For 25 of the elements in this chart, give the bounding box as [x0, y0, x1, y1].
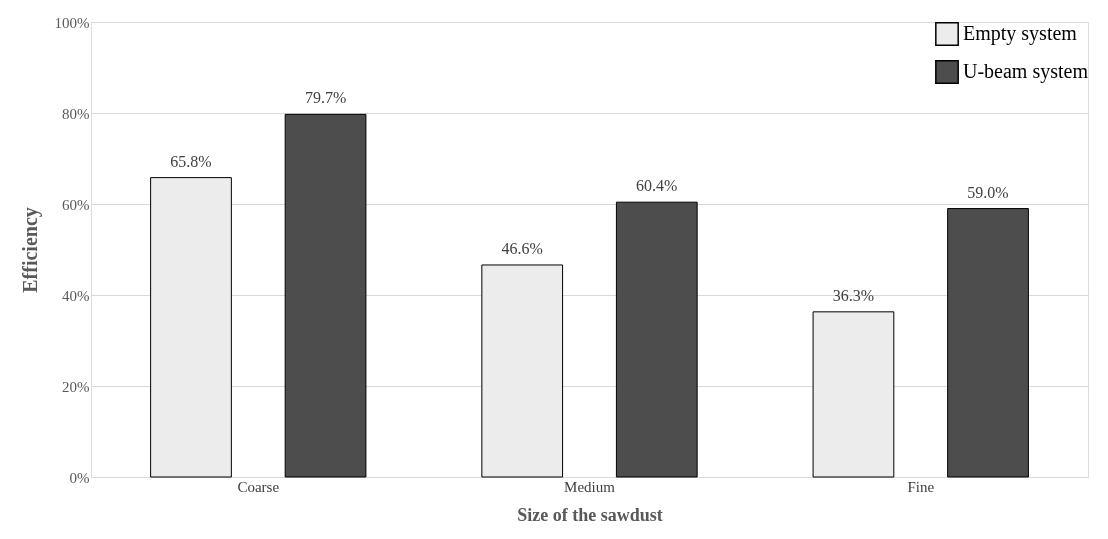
bar [481, 264, 564, 478]
legend-label: Empty system [963, 22, 1078, 45]
bar [150, 177, 232, 478]
y-tick-label: 40% [62, 287, 90, 304]
data-label: 36.3% [832, 286, 875, 304]
data-label: 65.8% [170, 152, 212, 170]
bar [947, 208, 1029, 478]
y-tick-label: 80% [62, 105, 90, 122]
data-label: 79.7% [304, 89, 347, 107]
x-tick-label: Fine [907, 478, 935, 495]
legend-label: U-beam system [963, 60, 1089, 83]
bar [615, 201, 698, 478]
y-tick-label: 20% [62, 378, 90, 395]
data-label: 46.6% [501, 239, 543, 257]
y-tick-label: 100% [54, 14, 90, 31]
x-tick-label: Coarse [237, 478, 280, 495]
y-axis-title: Efficiency [18, 207, 42, 293]
bar [812, 311, 895, 478]
y-tick-label: 0% [69, 469, 90, 486]
data-label: 60.4% [636, 177, 678, 195]
y-tick-label: 60% [62, 196, 90, 213]
bar [284, 113, 367, 478]
x-axis-title: Size of the sawdust [517, 504, 663, 525]
data-label: 59.0% [967, 183, 1009, 201]
x-tick-label: Medium [564, 478, 616, 495]
